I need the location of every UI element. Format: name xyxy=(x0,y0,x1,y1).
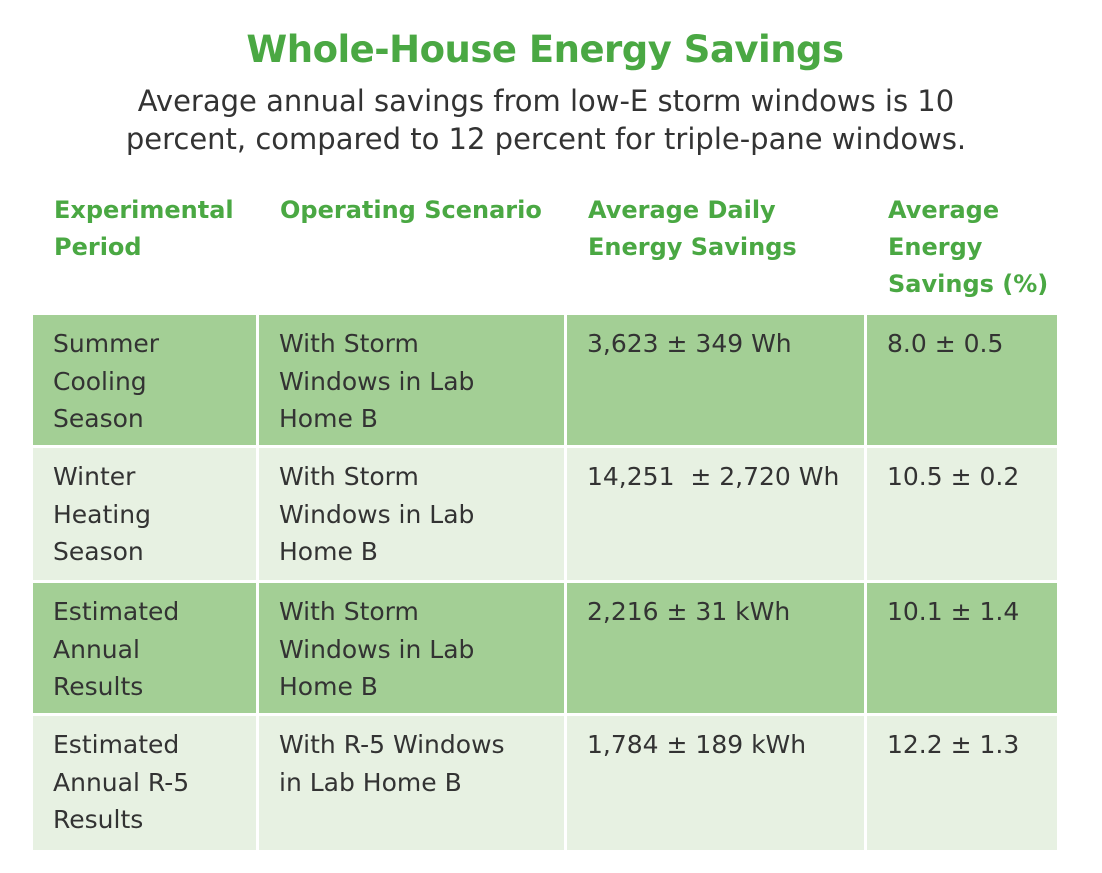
cell-line: Cooling xyxy=(53,366,147,396)
header-operating-scenario: Operating Scenario xyxy=(259,188,567,312)
table-row: Estimated Annual R-5 Results With R-5 Wi… xyxy=(33,716,1057,850)
cell-daily-energy-savings: 14,251 ± 2,720 Wh xyxy=(567,448,864,580)
cell-line: 3,623 ± 349 Wh xyxy=(587,329,792,358)
cell-line: Annual xyxy=(53,634,140,664)
cell-line: Results xyxy=(53,672,144,701)
cell-line: With R-5 Windows xyxy=(279,730,505,759)
cell-line: With Storm xyxy=(279,329,419,358)
cell-line: Season xyxy=(53,404,144,433)
cell-line: Windows in Lab xyxy=(279,634,475,664)
cell-line: Heating xyxy=(53,499,151,529)
cell-line: 10.5 ± 0.2 xyxy=(887,462,1020,491)
cell-energy-savings-percent: 10.5 ± 0.2 xyxy=(867,448,1057,580)
cell-energy-savings-percent: 12.2 ± 1.3 xyxy=(867,716,1057,850)
header-average-daily-energy-savings: Average Daily Energy Savings xyxy=(567,188,867,312)
cell-energy-savings-percent: 8.0 ± 0.5 xyxy=(867,315,1057,445)
cell-line: Home B xyxy=(279,672,378,701)
cell-line: Season xyxy=(53,537,144,566)
cell-daily-energy-savings: 2,216 ± 31 kWh xyxy=(567,583,864,713)
cell-line: 10.1 ± 1.4 xyxy=(887,597,1020,626)
header-line: Period xyxy=(54,233,142,261)
subtitle: Average annual savings from low-E storm … xyxy=(0,82,1092,158)
header-line: Experimental xyxy=(54,196,234,224)
cell-line: 1,784 ± 189 kWh xyxy=(587,730,807,759)
cell-line: Home B xyxy=(279,537,378,566)
header-line: Average Daily xyxy=(588,196,776,224)
cell-daily-energy-savings: 1,784 ± 189 kWh xyxy=(567,716,864,850)
cell-line: Winter xyxy=(53,462,136,491)
cell-line: Summer xyxy=(53,329,160,358)
cell-operating-scenario: With Storm Windows in Lab Home B xyxy=(259,448,564,580)
cell-experimental-period: Summer Cooling Season xyxy=(33,315,256,445)
subtitle-line: percent, compared to 12 percent for trip… xyxy=(125,122,967,156)
cell-line: in Lab Home B xyxy=(279,767,462,797)
cell-line: 8.0 ± 0.5 xyxy=(887,329,1004,358)
cell-operating-scenario: With Storm Windows in Lab Home B xyxy=(259,315,564,445)
header-line: Average xyxy=(888,196,1000,224)
cell-line: Estimated xyxy=(53,730,180,759)
cell-operating-scenario: With Storm Windows in Lab Home B xyxy=(259,583,564,713)
table-row: Estimated Annual Results With Storm Wind… xyxy=(33,583,1057,713)
cell-line: 14,251 ± 2,720 Wh xyxy=(587,462,840,491)
cell-line: 2,216 ± 31 kWh xyxy=(587,597,791,626)
cell-line: Results xyxy=(53,805,144,834)
cell-line: Windows in Lab xyxy=(279,366,475,396)
header-line: Energy xyxy=(888,233,983,261)
cell-experimental-period: Winter Heating Season xyxy=(33,448,256,580)
table-row: Summer Cooling Season With Storm Windows… xyxy=(33,315,1057,445)
cell-line: Home B xyxy=(279,404,378,433)
header-line: Energy Savings xyxy=(588,233,797,261)
cell-line: Estimated xyxy=(53,597,180,626)
table-header-row: Experimental Period Operating Scenario A… xyxy=(33,188,1057,312)
cell-daily-energy-savings: 3,623 ± 349 Wh xyxy=(567,315,864,445)
table-row: Winter Heating Season With Storm Windows… xyxy=(33,448,1057,580)
savings-table: Experimental Period Operating Scenario A… xyxy=(33,188,1057,850)
cell-experimental-period: Estimated Annual Results xyxy=(33,583,256,713)
page-title: Whole-House Energy Savings xyxy=(246,28,844,71)
subtitle-line: Average annual savings from low-E storm … xyxy=(137,84,955,118)
cell-energy-savings-percent: 10.1 ± 1.4 xyxy=(867,583,1057,713)
cell-experimental-period: Estimated Annual R-5 Results xyxy=(33,716,256,850)
header-line: Operating Scenario xyxy=(280,196,542,224)
cell-line: Windows in Lab xyxy=(279,499,475,529)
header-line: Savings (%) xyxy=(888,270,1049,298)
cell-line: 12.2 ± 1.3 xyxy=(887,730,1020,759)
header-average-energy-savings-percent: Average Energy Savings (%) xyxy=(867,188,1057,312)
cell-line: With Storm xyxy=(279,597,419,626)
header-experimental-period: Experimental Period xyxy=(33,188,259,312)
cell-operating-scenario: With R-5 Windows in Lab Home B xyxy=(259,716,564,850)
cell-line: Annual R-5 xyxy=(53,767,190,797)
cell-line: With Storm xyxy=(279,462,419,491)
